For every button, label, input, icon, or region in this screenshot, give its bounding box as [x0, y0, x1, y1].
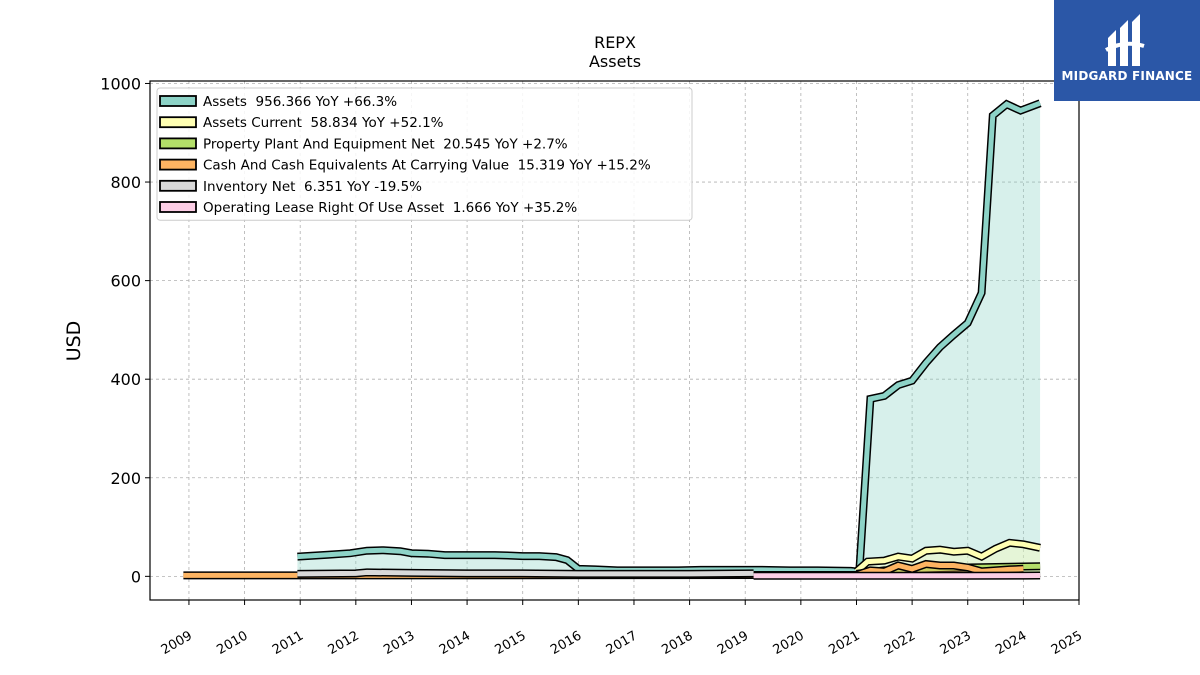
plot-frame — [149, 80, 1080, 601]
legend-label-cash-and-cash-equivalents-at-carrying-value: Cash And Cash Equivalents At Carrying Va… — [203, 158, 651, 174]
x-tick-label: 2012 — [326, 628, 362, 658]
legend-label-property-plant-and-equipment-net: Property Plant And Equipment Net 20.545 … — [203, 136, 568, 152]
legend-swatch-assets-current — [159, 116, 197, 129]
x-tick-label: 2009 — [159, 628, 195, 658]
legend-swatch-property-plant-and-equipment-net — [159, 137, 197, 150]
legend-swatch-operating-lease-right-of-use-asset — [159, 201, 197, 213]
x-tick-label: 2015 — [493, 628, 529, 658]
legend-swatch-assets — [159, 95, 197, 107]
legend-label-operating-lease-right-of-use-asset: Operating Lease Right Of Use Asset 1.666… — [203, 200, 577, 216]
series-line-assets-current — [854, 540, 1041, 574]
legend-label-inventory-net: Inventory Net 6.351 YoY -19.5% — [203, 179, 422, 195]
x-tick-label: 2011 — [270, 628, 306, 658]
chart-subtitle: Assets — [589, 52, 641, 71]
x-tick-label: 2020 — [771, 628, 807, 658]
legend-label-assets-current: Assets Current 58.834 YoY +52.1% — [203, 115, 444, 131]
x-tick-label: 2014 — [437, 628, 473, 658]
midgard-finance-logo: MIDGARD FINANCE — [1054, 0, 1200, 101]
series-group — [183, 99, 1042, 580]
logo-mark-icon — [1105, 14, 1145, 66]
x-tick-label: 2024 — [993, 628, 1029, 658]
x-tick-label: 2010 — [214, 628, 250, 658]
y-tick-label: 800 — [110, 173, 141, 192]
x-tick-label: 2016 — [548, 628, 584, 658]
y-tick-label: 1000 — [100, 74, 141, 93]
x-tick-label: 2018 — [659, 628, 695, 658]
legend-swatch-inventory-net — [159, 179, 197, 192]
series-area-assets — [297, 103, 1041, 577]
x-tick-label: 2013 — [381, 628, 417, 658]
logo-text: MIDGARD FINANCE — [1061, 69, 1193, 83]
legend-label-assets: Assets 956.366 YoY +66.3% — [203, 94, 397, 110]
y-tick-label: 400 — [110, 370, 141, 389]
series-line-inventory-net — [297, 569, 754, 577]
x-tick-label: 2022 — [882, 628, 918, 658]
x-tick-label: 2017 — [604, 628, 640, 658]
legend-swatch-cash-and-cash-equivalents-at-carrying-value — [159, 158, 197, 171]
y-tick-label: 200 — [110, 469, 141, 488]
x-tick-label: 2021 — [826, 628, 862, 658]
x-tick-label: 2025 — [1049, 628, 1085, 658]
y-tick-label: 600 — [110, 272, 141, 291]
x-tick-label: 2023 — [938, 628, 974, 658]
legend-box — [156, 87, 693, 221]
y-axis-label: USD — [63, 321, 85, 362]
legend: Assets 956.366 YoY +66.3% Assets Current … — [156, 87, 693, 221]
x-tick-label: 2019 — [715, 628, 751, 658]
chart-title: REPX — [594, 33, 636, 52]
y-tick-label: 0 — [131, 567, 141, 586]
